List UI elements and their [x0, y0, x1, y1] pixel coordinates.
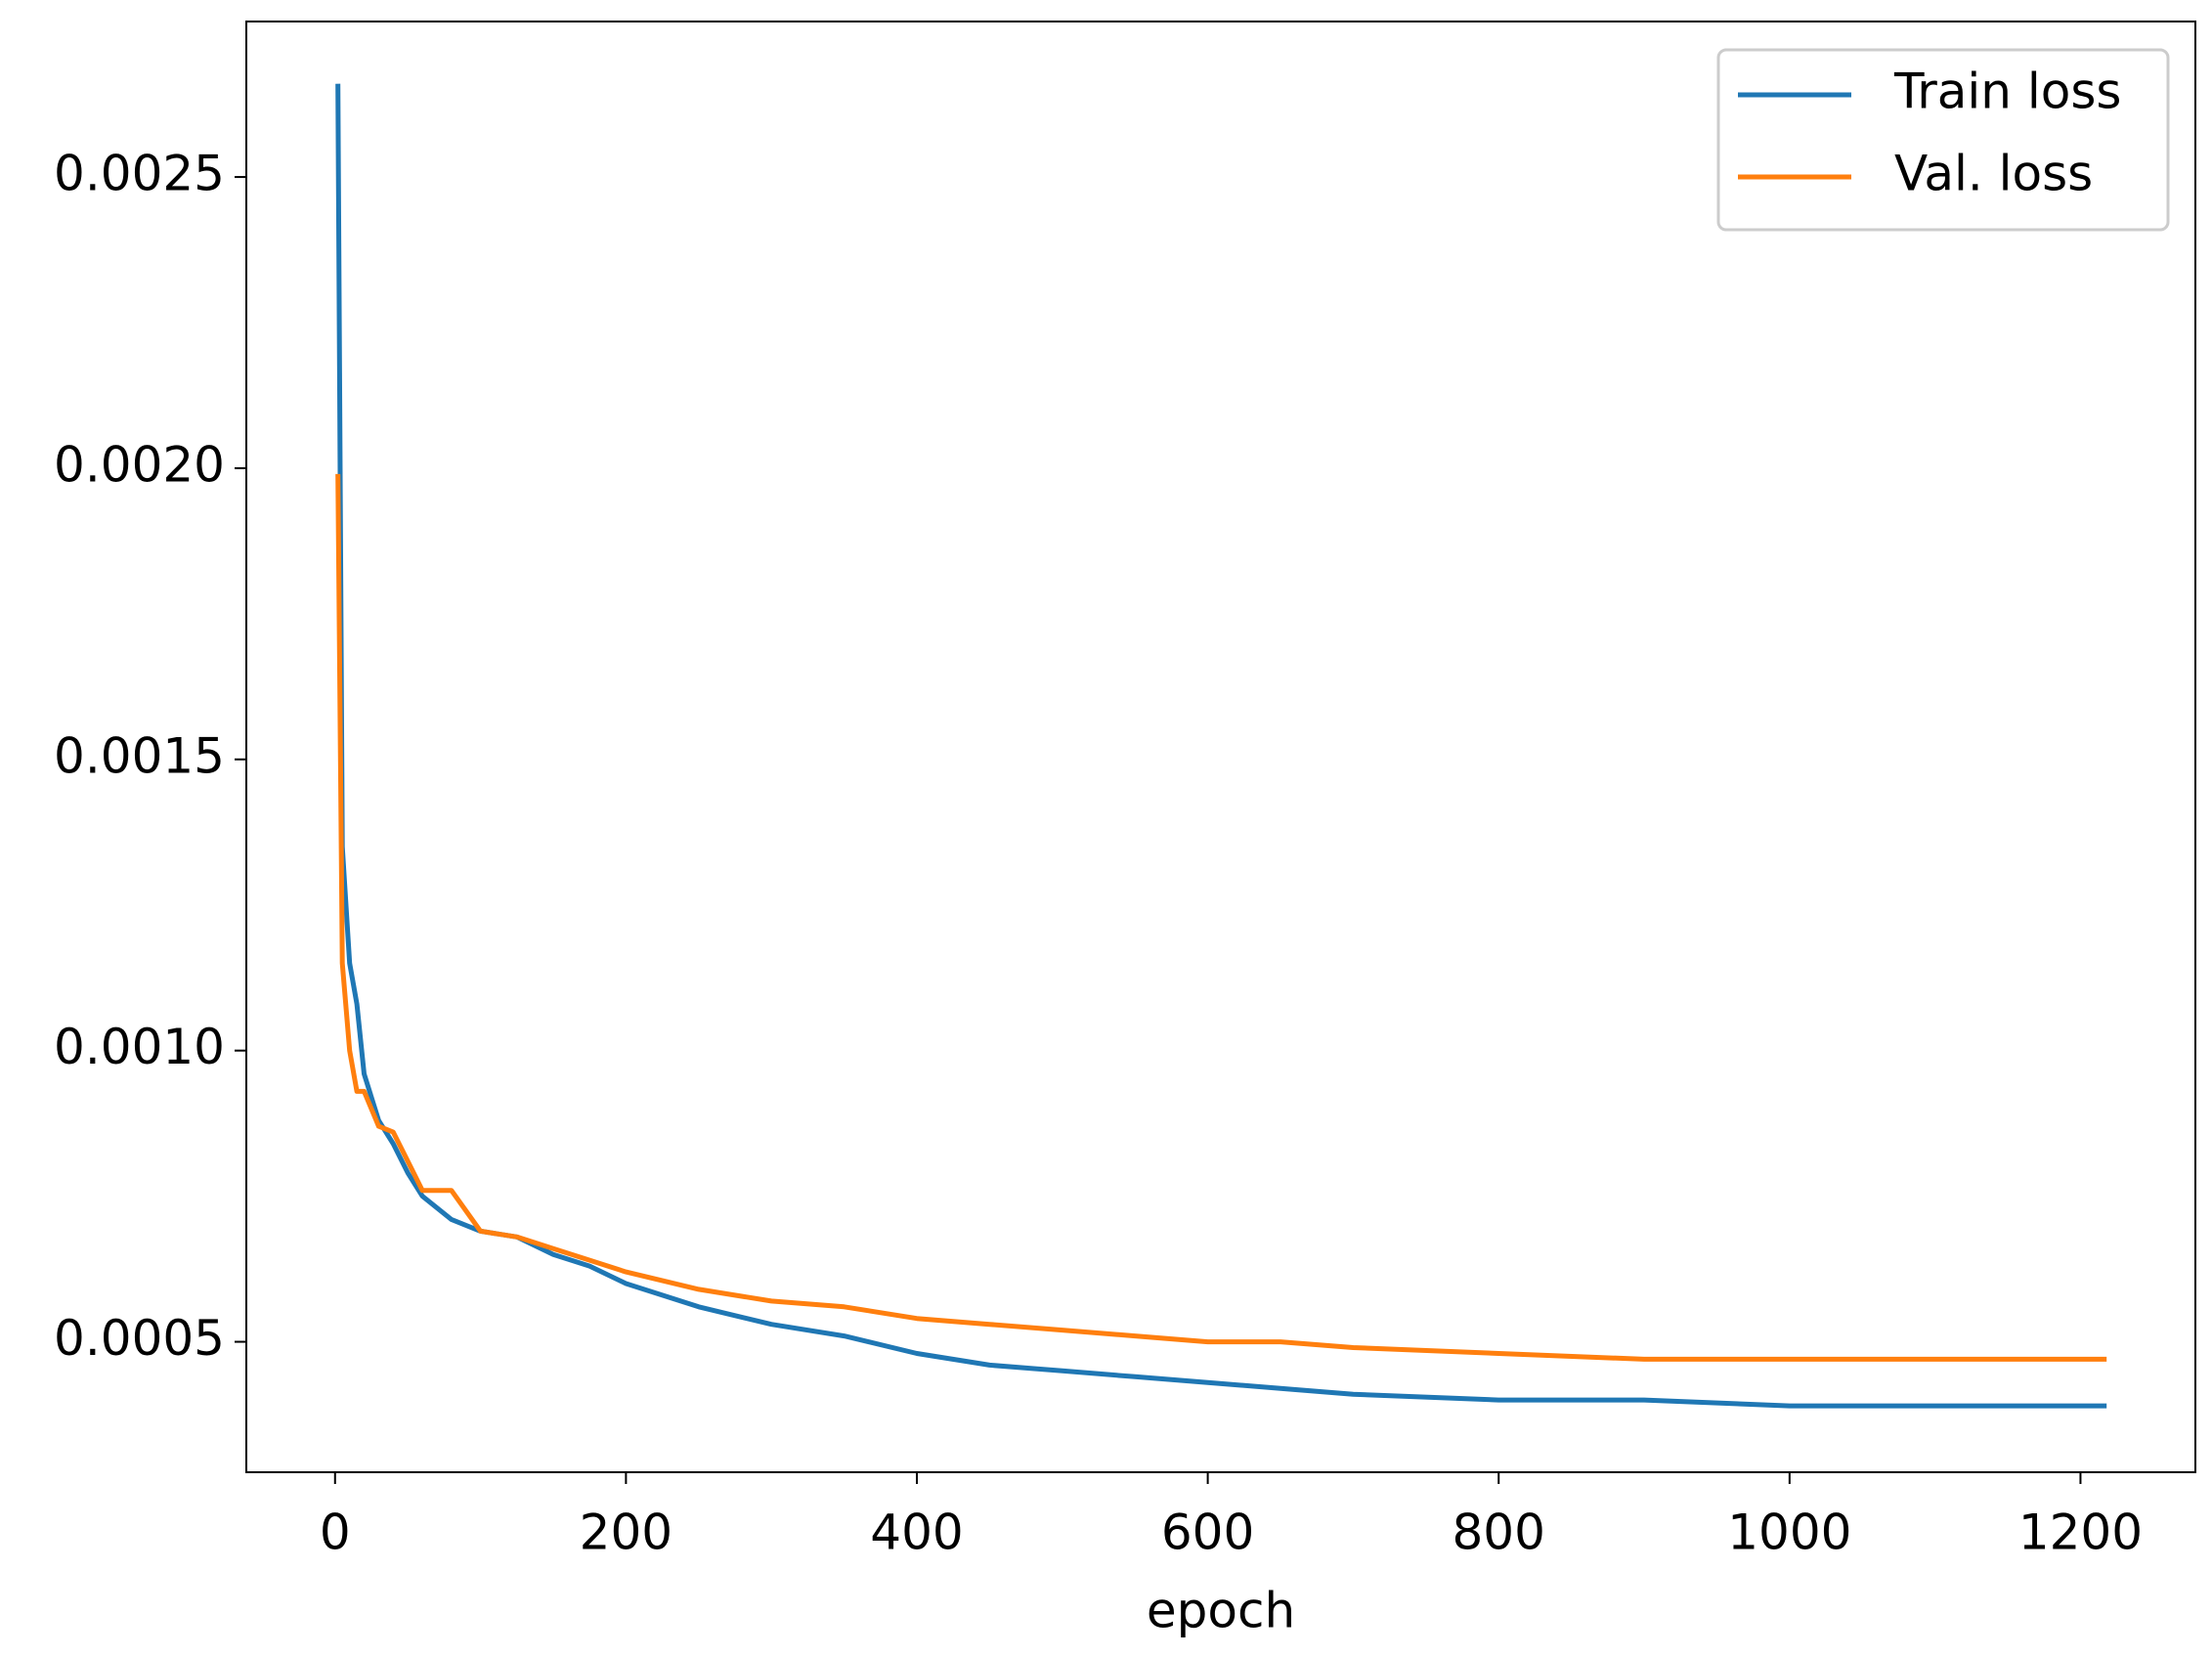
x-axis-label: epoch [1147, 1583, 1295, 1639]
legend-label: Val. loss [1894, 146, 2093, 202]
x-tick-label: 0 [320, 1504, 351, 1561]
y-tick-label: 0.0025 [54, 146, 225, 202]
y-tick-label: 0.0010 [54, 1019, 225, 1075]
x-tick-label: 600 [1161, 1504, 1254, 1561]
x-tick-label: 200 [580, 1504, 672, 1561]
y-tick-label: 0.0015 [54, 727, 225, 784]
y-tick-label: 0.0005 [54, 1310, 225, 1367]
x-tick-label: 400 [870, 1504, 963, 1561]
series-line [335, 473, 2107, 1362]
x-tick-label: 1200 [2018, 1504, 2143, 1561]
series-line [335, 83, 2107, 1409]
y-tick-label: 0.0020 [54, 436, 225, 493]
legend-label: Train loss [1893, 64, 2121, 120]
plot-frame [245, 21, 2196, 1473]
x-tick-label: 1000 [1727, 1504, 1851, 1561]
x-tick-label: 800 [1453, 1504, 1545, 1561]
